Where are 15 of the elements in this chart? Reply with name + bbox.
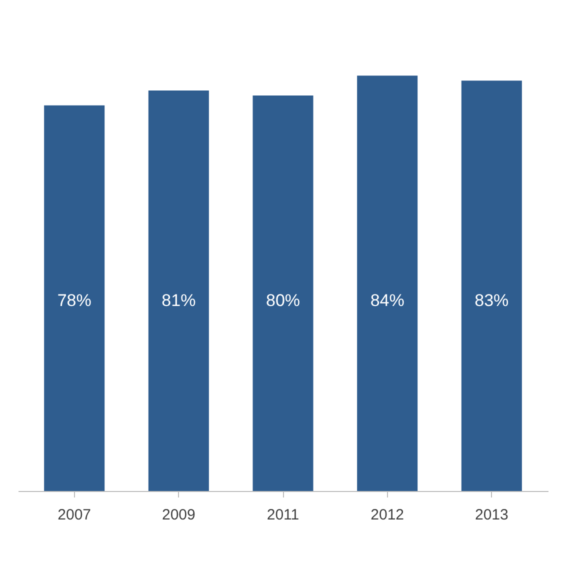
bar — [44, 105, 105, 491]
data-label: 81% — [162, 291, 196, 310]
bar — [148, 90, 209, 491]
x-tick-label: 2007 — [58, 506, 92, 524]
data-label: 80% — [266, 291, 300, 310]
x-tick-label: 2013 — [474, 506, 508, 524]
data-label: 78% — [57, 291, 92, 310]
bar — [461, 80, 522, 491]
bar — [252, 95, 314, 491]
x-tick-label: 2011 — [266, 506, 300, 524]
x-tick-label: 2009 — [162, 506, 196, 524]
bar — [357, 76, 418, 491]
data-label: 83% — [474, 291, 509, 310]
x-tick-label: 2012 — [370, 506, 404, 524]
data-label: 84% — [370, 291, 404, 310]
